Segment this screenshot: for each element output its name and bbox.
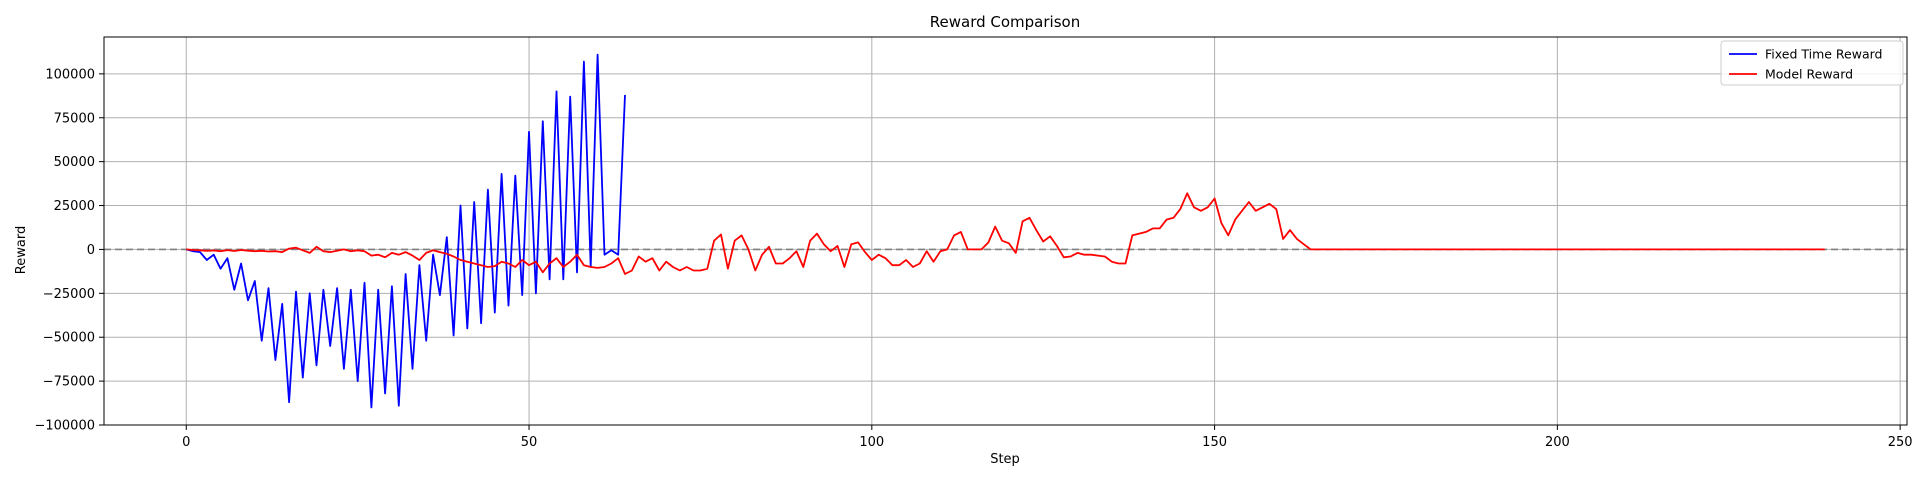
y-tick-label: 75000 [54, 111, 95, 126]
y-tick-label: 50000 [54, 155, 95, 170]
y-tick-label: −75000 [43, 375, 95, 390]
y-tick-label: 0 [87, 243, 95, 258]
x-tick-label: 100 [859, 435, 884, 450]
x-tick-label: 200 [1545, 435, 1570, 450]
x-tick-label: 0 [182, 435, 190, 450]
chart-title: Reward Comparison [930, 13, 1080, 31]
x-tick-label: 250 [1888, 435, 1913, 450]
y-tick-label: −50000 [43, 331, 95, 346]
y-axis-label: Reward [14, 226, 29, 274]
legend-label: Fixed Time Reward [1765, 47, 1882, 62]
y-tick-label: −25000 [43, 287, 95, 302]
x-axis-ticks: 0 50 100 150 200 250 [182, 425, 1913, 450]
series-line-0 [186, 53, 626, 409]
y-tick-label: −100000 [34, 419, 95, 434]
y-axis-ticks: −100000 −75000 −50000 −25000 0 25000 50000 7500… [34, 67, 104, 434]
legend-box [1720, 40, 1904, 86]
y-tick-label: 25000 [54, 199, 95, 214]
legend: Fixed Time Reward Model Reward [1720, 40, 1904, 86]
x-axis-label: Step [990, 452, 1020, 467]
x-tick-label: 150 [1202, 435, 1227, 450]
series-layer [186, 53, 1825, 409]
y-tick-label: 100000 [45, 67, 95, 82]
legend-label: Model Reward [1765, 67, 1853, 82]
plot-frame [103, 36, 1908, 426]
series-line-1 [186, 192, 1825, 275]
x-tick-label: 50 [521, 435, 538, 450]
